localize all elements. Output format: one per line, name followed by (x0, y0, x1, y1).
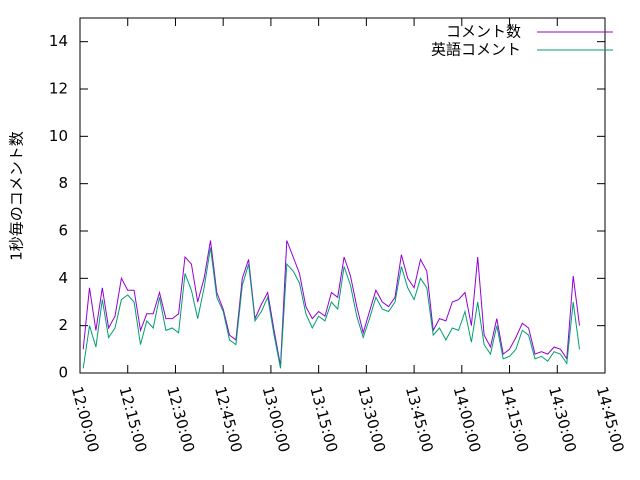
x-tick-label: 14:30:00 (545, 385, 580, 455)
y-tick-label: 6 (58, 222, 68, 240)
x-tick-label: 12:45:00 (211, 385, 246, 455)
y-tick-label: 10 (49, 127, 68, 145)
y-tick-label: 14 (49, 32, 68, 50)
x-tick-label: 14:45:00 (593, 385, 628, 455)
y-tick-label: 2 (58, 316, 68, 334)
y-tick-label: 0 (58, 364, 68, 382)
series-line (82, 240, 580, 366)
x-tick-label: 13:15:00 (306, 385, 341, 455)
x-tick-label: 12:30:00 (163, 385, 198, 455)
y-axis-label: 1秒毎のコメント数 (8, 131, 26, 261)
x-tick-label: 13:00:00 (259, 385, 294, 455)
x-tick-label: 14:15:00 (497, 385, 532, 455)
series-line (82, 247, 580, 369)
y-tick-label: 4 (58, 269, 68, 287)
x-tick-label: 12:15:00 (116, 385, 151, 455)
plot-border (79, 17, 606, 374)
x-tick-label: 13:45:00 (402, 385, 437, 455)
x-tick-label: 14:00:00 (450, 385, 485, 455)
legend-label: コメント数 (446, 23, 521, 41)
y-tick-label: 8 (58, 174, 68, 192)
x-tick-label: 12:00:00 (68, 385, 103, 455)
x-tick-label: 13:30:00 (354, 385, 389, 455)
legend-label: 英語コメント (431, 41, 521, 59)
y-tick-label: 12 (49, 80, 68, 98)
